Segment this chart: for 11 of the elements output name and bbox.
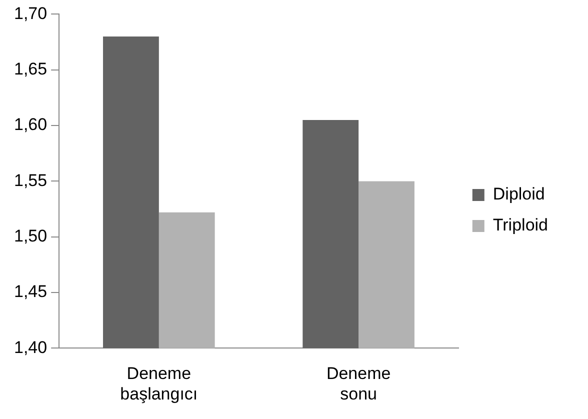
- y-tick-label: 1,55: [14, 170, 48, 190]
- legend-label: Triploid: [492, 216, 548, 235]
- y-tick-label: 1,65: [14, 60, 48, 79]
- y-tick-label: 1,70: [14, 4, 48, 23]
- x-tick-label: Deneme sonu: [326, 364, 391, 404]
- y-tick-label: 1,40: [14, 338, 48, 357]
- y-tick-label: 1,45: [14, 282, 48, 302]
- y-tick-label: 1,60: [14, 115, 48, 134]
- x-tick-label: Deneme başlangıcı: [120, 364, 198, 404]
- legend-label: Diploid: [492, 184, 545, 204]
- y-tick-label: 1,50: [14, 226, 48, 246]
